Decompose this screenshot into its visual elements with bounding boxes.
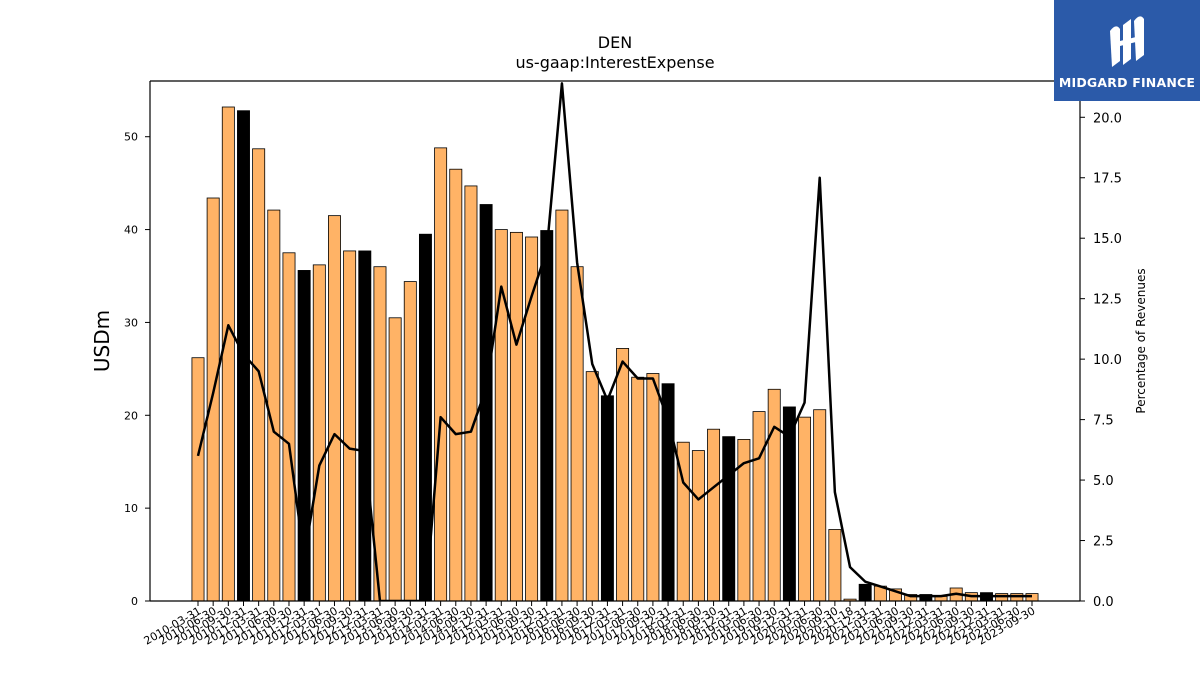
bar bbox=[722, 436, 736, 602]
bar bbox=[540, 230, 554, 602]
brand-logo: MIDGARD FINANCE bbox=[1054, 0, 1200, 101]
y2-tick-label: 5.0 bbox=[1093, 474, 1114, 489]
line-series bbox=[196, 82, 1032, 601]
bar bbox=[525, 236, 539, 602]
bar bbox=[191, 357, 205, 602]
bar bbox=[707, 428, 721, 602]
bar bbox=[282, 252, 296, 602]
y-tick-label: 30 bbox=[124, 316, 138, 329]
y2-tick-label: 15.0 bbox=[1093, 232, 1122, 247]
bar bbox=[828, 529, 842, 602]
y2-tick-label: 17.5 bbox=[1093, 172, 1122, 187]
bar bbox=[752, 411, 766, 602]
y-tick-label: 0 bbox=[131, 595, 138, 608]
bar bbox=[570, 266, 584, 602]
y2-axis-ticks: 0.0 2.5 5.0 7.5 10.0 12.5 15.0 17.5 20.0 bbox=[1080, 111, 1122, 610]
bar bbox=[813, 409, 827, 602]
bar bbox=[509, 231, 523, 602]
bar bbox=[646, 373, 660, 602]
bar bbox=[206, 197, 220, 602]
y2-tick-label: 7.5 bbox=[1093, 414, 1114, 429]
bar bbox=[312, 264, 326, 602]
y-tick-label: 20 bbox=[124, 409, 138, 422]
bar bbox=[388, 317, 402, 602]
y-axis-ticks: 0 10 20 30 40 50 bbox=[124, 131, 150, 608]
y-tick-label: 40 bbox=[124, 224, 138, 237]
percentage-line bbox=[196, 82, 1032, 601]
bar bbox=[600, 395, 614, 602]
bar bbox=[221, 106, 235, 602]
bar bbox=[343, 250, 357, 602]
x-axis-ticks: 2010-03-312010-06-302010-09-302010-12-31… bbox=[142, 601, 1038, 648]
midgard-logo-icon bbox=[1110, 16, 1144, 67]
bar bbox=[267, 209, 281, 602]
bar bbox=[449, 168, 463, 602]
bar bbox=[616, 348, 630, 602]
chart-subtitle: us-gaap:InterestExpense bbox=[515, 53, 714, 72]
bar bbox=[585, 371, 599, 602]
y2-axis-label: Percentage of Revenues bbox=[1134, 268, 1148, 413]
y2-tick-label: 10.0 bbox=[1093, 353, 1122, 368]
bar bbox=[691, 450, 705, 602]
bar bbox=[403, 281, 417, 602]
y-tick-label: 10 bbox=[124, 502, 138, 515]
y2-tick-label: 12.5 bbox=[1093, 293, 1122, 308]
y-axis-label: USDm bbox=[90, 310, 114, 372]
logo-text: MIDGARD FINANCE bbox=[1058, 75, 1196, 90]
bar bbox=[494, 229, 508, 602]
y2-tick-label: 0.0 bbox=[1093, 595, 1114, 610]
bar bbox=[767, 388, 781, 602]
bar bbox=[798, 416, 812, 602]
y-tick-label: 50 bbox=[124, 131, 138, 144]
y2-tick-label: 2.5 bbox=[1093, 535, 1114, 550]
y2-tick-label: 20.0 bbox=[1093, 111, 1122, 126]
axes bbox=[149, 80, 1081, 602]
chart-title: DEN bbox=[598, 33, 632, 52]
bar bbox=[358, 250, 372, 602]
bar bbox=[858, 583, 872, 602]
bar bbox=[555, 209, 569, 602]
bar bbox=[434, 147, 448, 602]
bar bbox=[631, 376, 645, 602]
bar bbox=[328, 215, 341, 602]
bar-series bbox=[191, 106, 1039, 602]
bar bbox=[464, 185, 478, 602]
